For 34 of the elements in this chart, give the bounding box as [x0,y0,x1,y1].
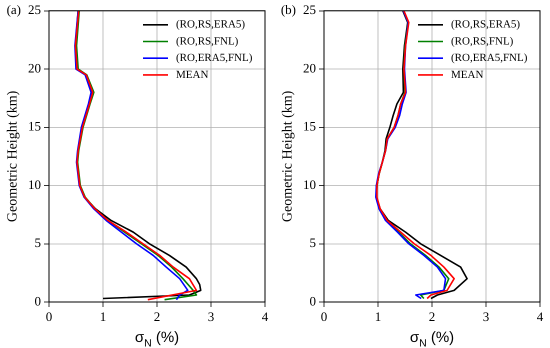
legend-label: (RO,RS,ERA5) [451,18,520,31]
legend-label: (RO,ERA5,FNL) [176,52,253,64]
legend-label: (RO,ERA5,FNL) [451,52,528,64]
chart-title: (b) [280,2,296,18]
y-tick-label: 15 [303,118,316,134]
x-tick-label: 0 [46,309,52,324]
chart-title: (a) [6,2,21,18]
y-tick-label: 10 [303,176,316,192]
y-tick-label: 5 [310,235,316,250]
y-tick-label: 25 [28,2,41,18]
y-tick-label: 5 [34,235,41,250]
legend-label: (RO,RS,FNL) [176,35,239,48]
x-tick-label: 0 [320,309,328,324]
legend-label: (RO,RS,FNL) [451,35,514,48]
x-tick-label: 3 [482,309,490,324]
x-tick-label: 2 [154,309,160,324]
y-axis-title: Geometric Height (km) [280,90,296,222]
x-tick-label: 3 [208,309,214,324]
y-tick-label: 0 [310,293,316,308]
x-tick-label: 4 [262,309,269,324]
y-axis-title: Geometric Height (km) [6,90,21,222]
y-tick-label: 25 [303,2,316,18]
x-tick-label: 1 [100,309,106,324]
y-tick-label: 20 [28,60,41,76]
x-tick-label: 4 [536,309,544,324]
y-tick-label: 10 [28,176,41,192]
x-tick-label: 2 [428,309,436,324]
x-tick-label: 1 [374,309,382,324]
legend-label: (RO,RS,ERA5) [176,18,246,31]
y-tick-label: 15 [28,118,41,134]
y-tick-label: 20 [303,60,316,76]
legend-label: MEAN [451,68,484,81]
y-tick-label: 0 [34,293,41,308]
legend-label: MEAN [176,68,208,81]
